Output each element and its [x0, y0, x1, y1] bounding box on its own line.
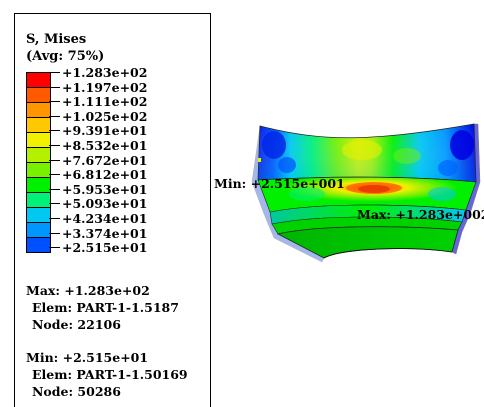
legend-tick: +1.197e+02 — [49, 80, 199, 95]
legend-tick: +4.234e+01 — [49, 211, 199, 226]
max-value: Max: +1.283e+02 — [26, 283, 150, 298]
legend-tick-label: +5.093e+01 — [62, 196, 148, 212]
legend-tick-label: +4.234e+01 — [62, 210, 148, 226]
legend-tick: +1.111e+02 — [49, 94, 199, 109]
legend-tick: +1.283e+02 — [49, 65, 199, 80]
min-value: Min: +2.515e+01 — [26, 350, 149, 365]
legend-tick-label: +1.025e+02 — [62, 108, 148, 124]
legend-title: S, Mises — [26, 32, 87, 47]
color-scale — [26, 72, 51, 253]
color-swatch — [27, 133, 50, 148]
min-annotation: Min: +2.515e+001 — [214, 176, 345, 191]
max-annotation: Max: +1.283e+002 — [357, 207, 484, 222]
legend-tick-label: +7.672e+01 — [62, 152, 148, 168]
color-swatch — [27, 238, 50, 252]
max-node: Node: 22106 — [32, 317, 121, 332]
legend-tick: +5.953e+01 — [49, 182, 199, 197]
color-swatch — [27, 88, 50, 103]
min-info: Min: +2.515e+01 Elem: PART-1-1.50169 Nod… — [26, 349, 188, 400]
legend-tick-label: +8.532e+01 — [62, 137, 148, 153]
model-viewport[interactable] — [212, 90, 484, 290]
color-swatch — [27, 208, 50, 223]
legend-tick: +5.093e+01 — [49, 196, 199, 211]
color-swatch — [27, 148, 50, 163]
legend-tick-label: +6.812e+01 — [62, 167, 148, 183]
color-swatch — [27, 178, 50, 193]
legend-tick-label: +2.515e+01 — [62, 240, 148, 256]
legend-tick: +7.672e+01 — [49, 153, 199, 168]
legend-tick-list: +1.283e+02 +1.197e+02 +1.111e+02 +1.025e… — [49, 65, 199, 255]
legend-panel: S, Mises (Avg: 75%) +1.283e+02 +1.197e+0… — [14, 13, 211, 407]
color-swatch — [27, 223, 50, 238]
color-swatch — [27, 163, 50, 178]
legend-tick: +1.025e+02 — [49, 109, 199, 124]
legend-tick-label: +9.391e+01 — [62, 123, 148, 139]
color-swatch — [27, 73, 50, 88]
stress-contour-model — [251, 123, 481, 263]
max-element: Elem: PART-1-1.5187 — [32, 300, 179, 315]
legend-subtitle: (Avg: 75%) — [26, 49, 105, 64]
legend-tick-label: +1.197e+02 — [62, 79, 148, 95]
max-info: Max: +1.283e+02 Elem: PART-1-1.5187 Node… — [26, 282, 179, 333]
legend-tick: +2.515e+01 — [49, 240, 199, 255]
legend-tick-label: +3.374e+01 — [62, 225, 148, 241]
legend-tick: +9.391e+01 — [49, 123, 199, 138]
legend-tick-label: +5.953e+01 — [62, 181, 148, 197]
legend-tick: +6.812e+01 — [49, 167, 199, 182]
legend-tick: +3.374e+01 — [49, 226, 199, 241]
legend-tick: +8.532e+01 — [49, 138, 199, 153]
min-node: Node: 50286 — [32, 384, 121, 399]
legend-tick-label: +1.111e+02 — [62, 94, 148, 110]
color-swatch — [27, 193, 50, 208]
min-element: Elem: PART-1-1.50169 — [32, 367, 188, 382]
color-swatch — [27, 103, 50, 118]
legend-tick-label: +1.283e+02 — [62, 65, 148, 80]
color-swatch — [27, 118, 50, 133]
